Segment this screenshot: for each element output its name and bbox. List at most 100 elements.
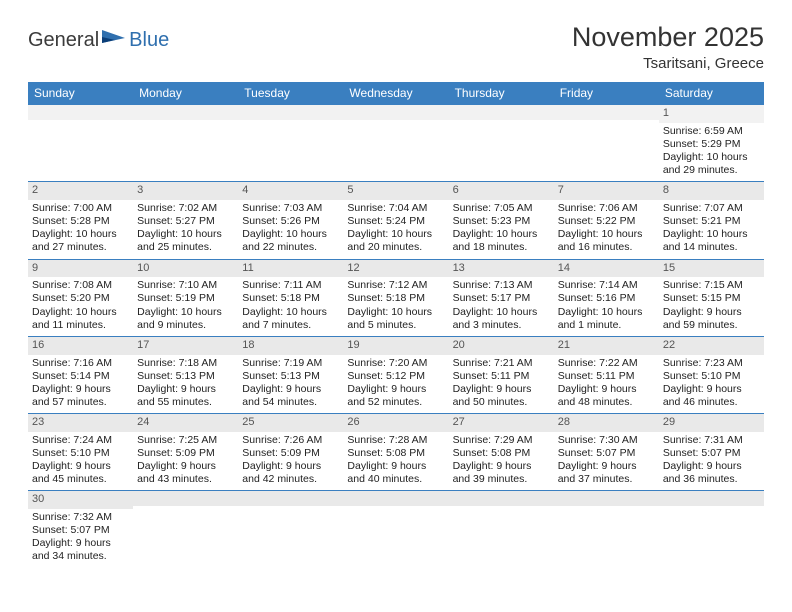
sunrise-text: Sunrise: 7:07 AM — [663, 202, 760, 215]
day-header: Wednesday — [343, 82, 448, 105]
calendar-cell: 28Sunrise: 7:30 AMSunset: 5:07 PMDayligh… — [554, 414, 659, 491]
calendar-cell: 27Sunrise: 7:29 AMSunset: 5:08 PMDayligh… — [449, 414, 554, 491]
day-details: Sunrise: 7:10 AMSunset: 5:19 PMDaylight:… — [133, 277, 238, 336]
day-number: 10 — [133, 260, 238, 278]
flag-icon — [101, 28, 127, 52]
sunrise-text: Sunrise: 7:15 AM — [663, 279, 760, 292]
day-number: 1 — [659, 105, 764, 123]
calendar-cell: 14Sunrise: 7:14 AMSunset: 5:16 PMDayligh… — [554, 259, 659, 336]
sunrise-text: Sunrise: 7:10 AM — [137, 279, 234, 292]
calendar-cell: 4Sunrise: 7:03 AMSunset: 5:26 PMDaylight… — [238, 182, 343, 259]
daylight-text: Daylight: 10 hours and 29 minutes. — [663, 151, 760, 177]
day-details: Sunrise: 7:29 AMSunset: 5:08 PMDaylight:… — [449, 432, 554, 491]
day-number: 24 — [133, 414, 238, 432]
sunset-text: Sunset: 5:27 PM — [137, 215, 234, 228]
day-details: Sunrise: 7:13 AMSunset: 5:17 PMDaylight:… — [449, 277, 554, 336]
daylight-text: Daylight: 10 hours and 14 minutes. — [663, 228, 760, 254]
sunrise-text: Sunrise: 7:20 AM — [347, 357, 444, 370]
day-details: Sunrise: 7:18 AMSunset: 5:13 PMDaylight:… — [133, 355, 238, 414]
daylight-text: Daylight: 9 hours and 37 minutes. — [558, 460, 655, 486]
day-details — [343, 506, 448, 562]
brand-text-1: General — [28, 29, 99, 52]
sunset-text: Sunset: 5:10 PM — [32, 447, 129, 460]
day-details: Sunrise: 7:30 AMSunset: 5:07 PMDaylight:… — [554, 432, 659, 491]
calendar-cell: 10Sunrise: 7:10 AMSunset: 5:19 PMDayligh… — [133, 259, 238, 336]
calendar-cell: 22Sunrise: 7:23 AMSunset: 5:10 PMDayligh… — [659, 336, 764, 413]
daylight-text: Daylight: 9 hours and 36 minutes. — [663, 460, 760, 486]
sunset-text: Sunset: 5:15 PM — [663, 292, 760, 305]
calendar-cell: 8Sunrise: 7:07 AMSunset: 5:21 PMDaylight… — [659, 182, 764, 259]
sunset-text: Sunset: 5:07 PM — [32, 524, 129, 537]
sunrise-text: Sunrise: 7:00 AM — [32, 202, 129, 215]
day-details: Sunrise: 7:15 AMSunset: 5:15 PMDaylight:… — [659, 277, 764, 336]
day-number — [133, 105, 238, 120]
brand-text-2: Blue — [129, 29, 169, 52]
day-details: Sunrise: 7:00 AMSunset: 5:28 PMDaylight:… — [28, 200, 133, 259]
sunset-text: Sunset: 5:09 PM — [242, 447, 339, 460]
sunset-text: Sunset: 5:26 PM — [242, 215, 339, 228]
calendar-cell: 18Sunrise: 7:19 AMSunset: 5:13 PMDayligh… — [238, 336, 343, 413]
daylight-text: Daylight: 9 hours and 57 minutes. — [32, 383, 129, 409]
day-details: Sunrise: 6:59 AMSunset: 5:29 PMDaylight:… — [659, 123, 764, 182]
day-number: 25 — [238, 414, 343, 432]
day-number — [133, 491, 238, 506]
daylight-text: Daylight: 9 hours and 52 minutes. — [347, 383, 444, 409]
sunset-text: Sunset: 5:07 PM — [663, 447, 760, 460]
day-number: 4 — [238, 182, 343, 200]
sunset-text: Sunset: 5:09 PM — [137, 447, 234, 460]
sunset-text: Sunset: 5:16 PM — [558, 292, 655, 305]
calendar-cell — [449, 491, 554, 568]
sunrise-text: Sunrise: 7:32 AM — [32, 511, 129, 524]
calendar-cell: 5Sunrise: 7:04 AMSunset: 5:24 PMDaylight… — [343, 182, 448, 259]
day-number: 11 — [238, 260, 343, 278]
day-number — [238, 491, 343, 506]
sunrise-text: Sunrise: 7:14 AM — [558, 279, 655, 292]
page-title: November 2025 — [572, 22, 764, 53]
calendar-cell — [133, 491, 238, 568]
sunset-text: Sunset: 5:13 PM — [242, 370, 339, 383]
calendar-cell — [343, 491, 448, 568]
day-details: Sunrise: 7:14 AMSunset: 5:16 PMDaylight:… — [554, 277, 659, 336]
day-number — [659, 491, 764, 506]
sunrise-text: Sunrise: 7:04 AM — [347, 202, 444, 215]
sunrise-text: Sunrise: 7:08 AM — [32, 279, 129, 292]
header: General Blue November 2025 Tsaritsani, G… — [28, 22, 764, 72]
sunrise-text: Sunrise: 7:16 AM — [32, 357, 129, 370]
day-details — [238, 506, 343, 562]
day-number: 15 — [659, 260, 764, 278]
day-details: Sunrise: 7:22 AMSunset: 5:11 PMDaylight:… — [554, 355, 659, 414]
daylight-text: Daylight: 10 hours and 16 minutes. — [558, 228, 655, 254]
daylight-text: Daylight: 10 hours and 20 minutes. — [347, 228, 444, 254]
daylight-text: Daylight: 10 hours and 11 minutes. — [32, 306, 129, 332]
day-details: Sunrise: 7:24 AMSunset: 5:10 PMDaylight:… — [28, 432, 133, 491]
sunset-text: Sunset: 5:08 PM — [453, 447, 550, 460]
day-details: Sunrise: 7:16 AMSunset: 5:14 PMDaylight:… — [28, 355, 133, 414]
brand-logo: General Blue — [28, 22, 169, 52]
calendar-cell: 1Sunrise: 6:59 AMSunset: 5:29 PMDaylight… — [659, 105, 764, 182]
day-header-row: Sunday Monday Tuesday Wednesday Thursday… — [28, 82, 764, 105]
daylight-text: Daylight: 9 hours and 54 minutes. — [242, 383, 339, 409]
calendar-week-row: 30Sunrise: 7:32 AMSunset: 5:07 PMDayligh… — [28, 491, 764, 568]
calendar-cell: 24Sunrise: 7:25 AMSunset: 5:09 PMDayligh… — [133, 414, 238, 491]
day-number: 16 — [28, 337, 133, 355]
sunset-text: Sunset: 5:07 PM — [558, 447, 655, 460]
day-number: 2 — [28, 182, 133, 200]
day-details — [449, 506, 554, 562]
sunrise-text: Sunrise: 7:29 AM — [453, 434, 550, 447]
day-number: 30 — [28, 491, 133, 509]
day-number — [343, 491, 448, 506]
daylight-text: Daylight: 10 hours and 18 minutes. — [453, 228, 550, 254]
sunset-text: Sunset: 5:18 PM — [242, 292, 339, 305]
sunset-text: Sunset: 5:08 PM — [347, 447, 444, 460]
day-number: 22 — [659, 337, 764, 355]
calendar-week-row: 2Sunrise: 7:00 AMSunset: 5:28 PMDaylight… — [28, 182, 764, 259]
day-number — [28, 105, 133, 120]
day-number: 12 — [343, 260, 448, 278]
sunset-text: Sunset: 5:21 PM — [663, 215, 760, 228]
calendar-cell: 7Sunrise: 7:06 AMSunset: 5:22 PMDaylight… — [554, 182, 659, 259]
calendar-week-row: 23Sunrise: 7:24 AMSunset: 5:10 PMDayligh… — [28, 414, 764, 491]
day-details: Sunrise: 7:08 AMSunset: 5:20 PMDaylight:… — [28, 277, 133, 336]
day-number: 17 — [133, 337, 238, 355]
calendar-cell: 25Sunrise: 7:26 AMSunset: 5:09 PMDayligh… — [238, 414, 343, 491]
sunrise-text: Sunrise: 7:25 AM — [137, 434, 234, 447]
